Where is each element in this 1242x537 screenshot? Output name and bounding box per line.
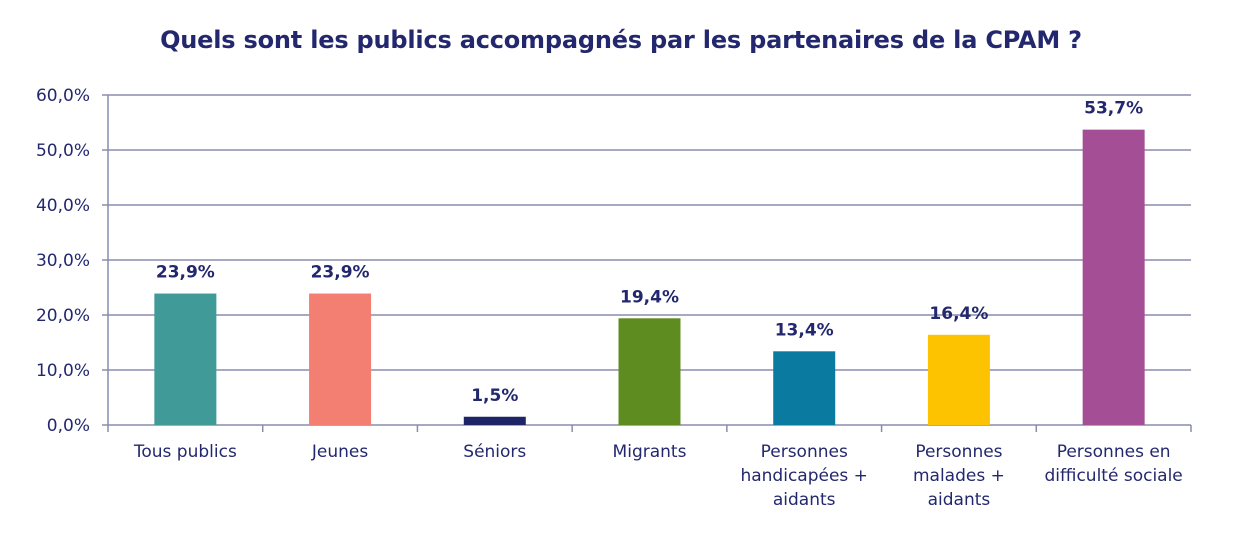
data-label: 16,4% xyxy=(929,304,988,324)
x-tick-label: Personnes xyxy=(915,442,1002,462)
x-tick-label: malades + xyxy=(913,466,1005,486)
y-tick-label: 10,0% xyxy=(36,361,90,381)
data-label: 19,4% xyxy=(620,287,679,307)
y-tick-label: 30,0% xyxy=(36,251,90,271)
y-tick-label: 60,0% xyxy=(36,86,90,106)
bar xyxy=(773,351,836,425)
x-tick-label: aidants xyxy=(928,490,991,510)
y-tick-label: 0,0% xyxy=(47,416,90,436)
x-tick-label: Jeunes xyxy=(311,442,368,462)
x-tick-label: aidants xyxy=(773,490,836,510)
x-tick-label: Personnes xyxy=(761,442,848,462)
bar xyxy=(618,318,681,425)
x-tick-label: Personnes en xyxy=(1057,442,1171,462)
bar xyxy=(927,334,990,425)
data-label: 23,9% xyxy=(311,263,370,283)
bar xyxy=(1082,129,1145,425)
data-label: 23,9% xyxy=(156,263,215,283)
x-tick-label: Tous publics xyxy=(133,442,237,462)
x-tick-label: Séniors xyxy=(463,442,526,462)
bar xyxy=(309,293,372,425)
x-tick-label: handicapées + xyxy=(740,466,867,486)
data-label: 1,5% xyxy=(471,386,518,406)
x-tick-label: difficulté sociale xyxy=(1045,466,1183,486)
y-tick-label: 20,0% xyxy=(36,306,90,326)
x-tick-label: Migrants xyxy=(613,442,687,462)
bar xyxy=(154,293,217,425)
bar xyxy=(463,416,526,425)
y-tick-label: 50,0% xyxy=(36,141,90,161)
y-tick-label: 40,0% xyxy=(36,196,90,216)
data-label: 53,7% xyxy=(1084,99,1143,119)
chart-title: Quels sont les publics accompagnés par l… xyxy=(160,26,1082,54)
data-label: 13,4% xyxy=(775,320,834,340)
